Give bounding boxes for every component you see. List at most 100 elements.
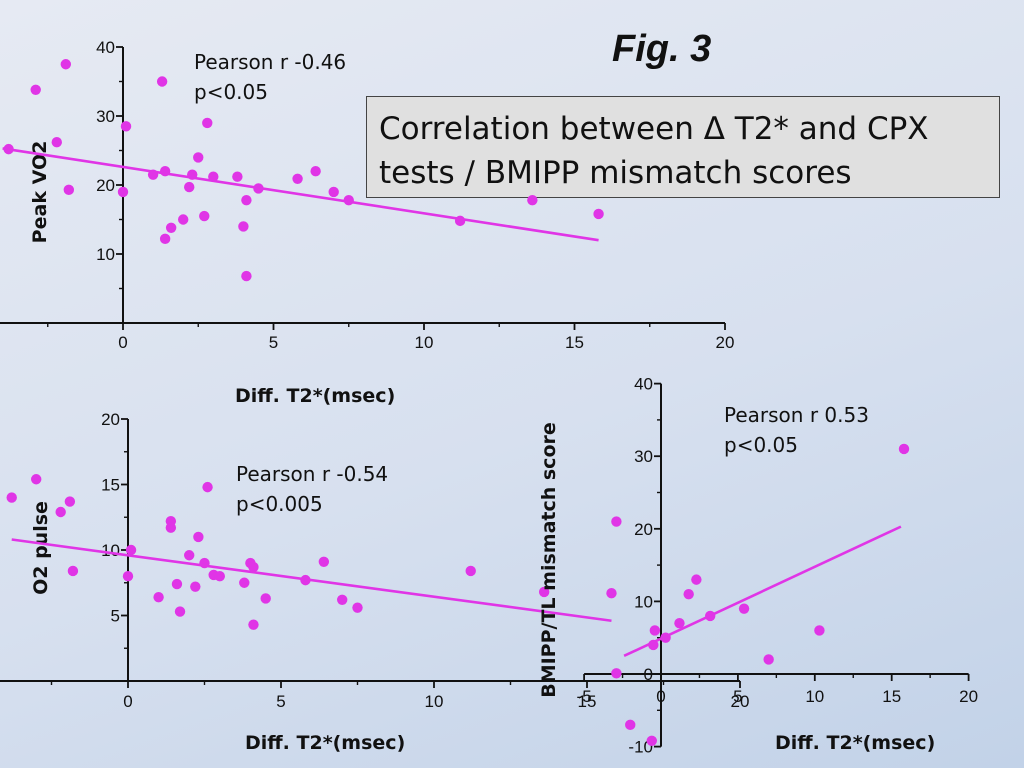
x-tick-label: 20 [959,687,978,706]
data-point [310,166,321,177]
data-point [165,222,177,233]
y-axis-label: O2 pulse [30,501,52,595]
data-point [120,121,132,132]
data-point [606,588,617,599]
data-point [674,617,685,629]
data-point [328,186,339,198]
data-point [260,593,271,604]
data-point [241,194,252,206]
data-point [691,574,702,585]
data-point [159,166,171,177]
y-tick-label: 40 [634,375,653,394]
data-point [67,565,79,577]
pearson-annotation: p<0.05 [194,80,268,104]
x-tick-label: 0 [118,333,127,352]
y-tick-label: 20 [634,520,653,539]
data-point [738,603,750,614]
data-point [55,506,66,518]
data-point [125,544,137,556]
x-tick-label: 15 [578,692,597,711]
regression-line [11,538,612,623]
data-point [625,719,636,731]
data-point [184,550,195,561]
x-axis-label: Diff. T2*(msec) [235,385,395,407]
y-tick-label: 10 [96,245,115,264]
data-point [153,591,164,603]
data-point [292,173,303,184]
data-point [527,194,538,206]
data-point [300,574,311,586]
data-point [117,186,129,198]
x-tick-label: 15 [565,333,584,352]
data-point [193,152,204,163]
data-point [202,481,213,493]
data-point [31,474,42,485]
data-point [178,214,189,225]
x-tick-label: 5 [733,687,742,706]
data-point [202,117,213,129]
x-tick-label: 10 [425,692,444,711]
data-point [593,208,604,220]
y-tick-label: 20 [96,176,115,195]
data-point [6,492,17,503]
data-point [187,169,198,180]
data-point [199,557,210,569]
data-point [763,654,774,665]
data-point [208,171,219,182]
data-point [352,602,363,613]
x-tick-label: -5 [577,687,592,706]
y-tick-label: 30 [634,447,653,466]
x-tick-label: 0 [123,692,132,711]
data-point [199,210,210,222]
data-point [318,556,330,567]
x-tick-label: 15 [882,687,901,706]
regression-line [2,147,599,242]
data-point [232,171,243,182]
y-axis-label: BMIPP/TL mismatch score [538,422,560,698]
data-point [171,578,183,590]
data-point [648,639,659,651]
data-point [238,221,249,232]
data-point [538,586,550,598]
data-point [156,76,168,87]
y-tick-label: 20 [101,410,120,429]
data-point [239,577,250,588]
x-tick-label: 5 [269,333,278,352]
data-point [660,632,671,643]
data-point [64,496,76,507]
pearson-annotation: Pearson r -0.54 [236,462,388,486]
data-point [646,735,657,746]
data-point [248,619,259,630]
y-tick-label: 5 [111,607,120,626]
pearson-annotation: p<0.05 [724,433,798,457]
data-point [337,594,348,605]
data-point [465,565,476,577]
caption-box: Correlation between Δ T2* and CPX tests … [366,96,1000,198]
data-point [147,169,159,180]
y-tick-label: 10 [634,592,653,611]
data-point [159,233,171,245]
y-tick-label: 15 [101,476,120,495]
data-point [705,610,716,622]
x-tick-label: 20 [716,333,735,352]
chart-peak-vo2: -50510152010203040Diff. T2*(msec)Peak VO… [0,38,734,407]
data-point [30,84,41,95]
fig-title: Fig. 3 [612,28,712,70]
x-axis-label: Diff. T2*(msec) [775,732,935,754]
data-point [241,270,252,282]
data-point [814,625,825,636]
data-point [63,184,75,196]
data-point [193,531,204,543]
x-tick-label: 5 [276,692,285,711]
x-tick-label: 0 [656,687,665,706]
data-point [253,183,264,194]
data-point [51,137,62,148]
data-point [454,215,466,227]
x-tick-label: 10 [805,687,824,706]
data-point [122,571,134,582]
data-point [611,516,622,527]
x-tick-label: 10 [415,333,434,352]
data-point [190,581,201,592]
